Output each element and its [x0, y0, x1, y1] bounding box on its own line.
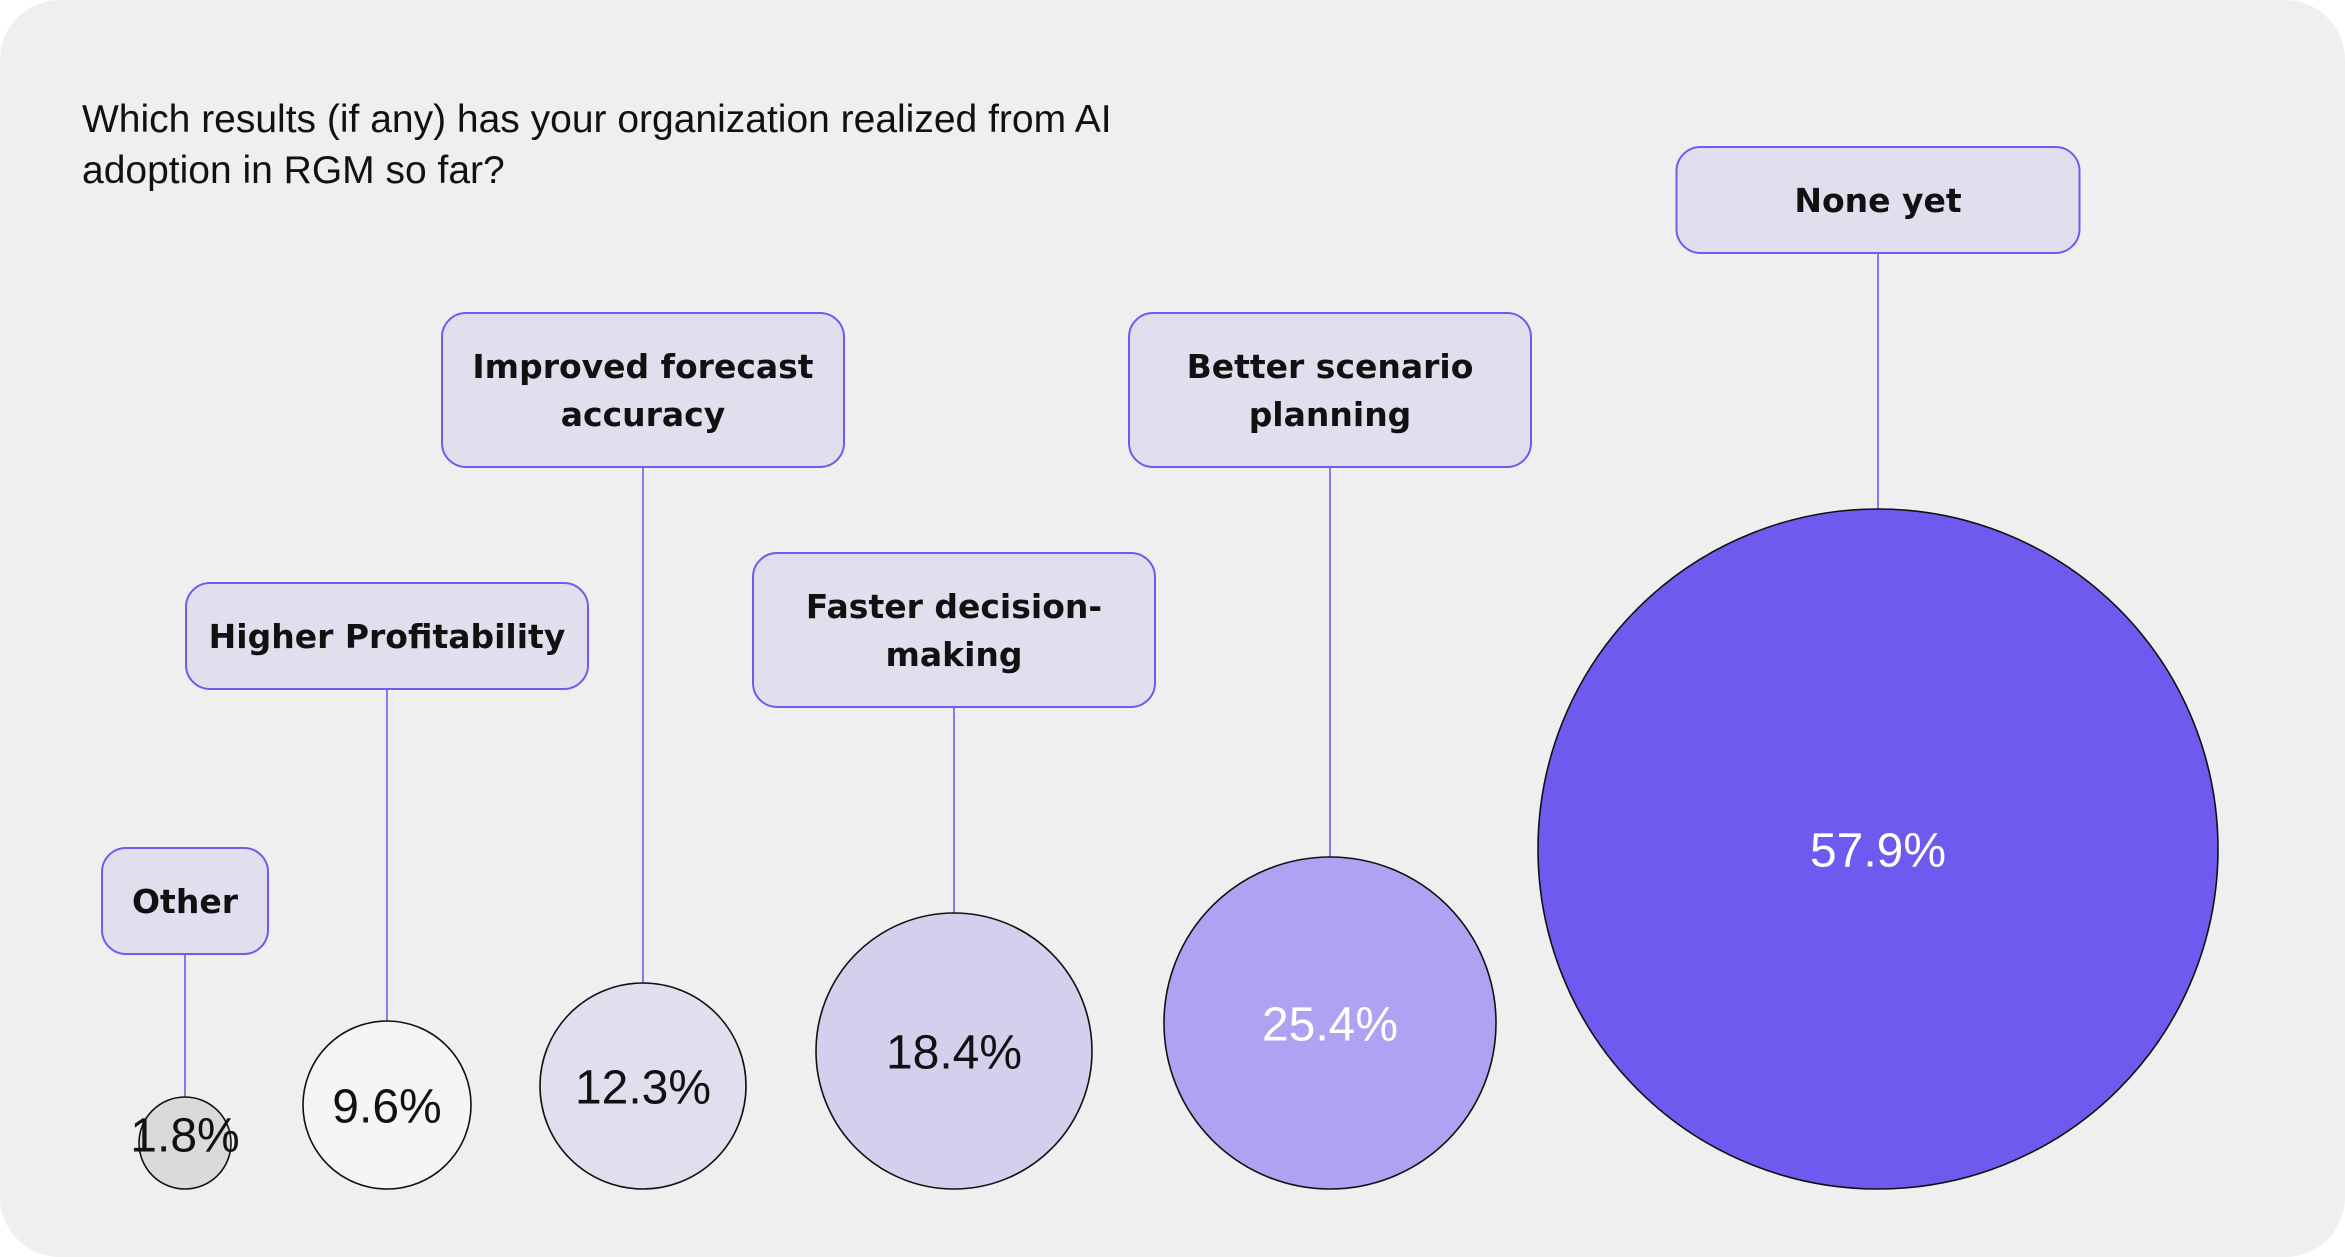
- label-box: [185, 582, 589, 690]
- value-label: 25.4%: [1262, 998, 1398, 1051]
- bubble: [815, 912, 1093, 1190]
- bubble: [138, 1096, 232, 1190]
- category-label: None yet: [1794, 181, 1962, 220]
- value-label: 18.4%: [886, 1026, 1022, 1079]
- label-box: [752, 552, 1156, 708]
- category-label: making: [885, 635, 1022, 674]
- category-label: Faster decision-: [806, 587, 1102, 626]
- label-box: [441, 312, 845, 468]
- value-label: 1.8%: [130, 1110, 239, 1163]
- category-label: planning: [1249, 395, 1412, 434]
- value-label: 9.6%: [332, 1080, 441, 1133]
- bubble: [1163, 856, 1497, 1190]
- category-label: Higher Profitability: [209, 617, 566, 656]
- label-box: [1128, 312, 1532, 468]
- category-label: Other: [132, 882, 239, 921]
- category-label: accuracy: [561, 395, 726, 434]
- label-box: [101, 847, 269, 955]
- chart-title: Which results (if any) has your organiza…: [82, 98, 1112, 192]
- bubble: [539, 982, 747, 1190]
- bubble: [302, 1020, 472, 1190]
- label-box: [1675, 146, 2081, 254]
- category-label: Improved forecast: [472, 347, 813, 386]
- value-label: 12.3%: [575, 1061, 711, 1114]
- value-label: 57.9%: [1810, 824, 1946, 877]
- bubble: [1537, 508, 2219, 1190]
- category-label: Better scenario: [1187, 347, 1474, 386]
